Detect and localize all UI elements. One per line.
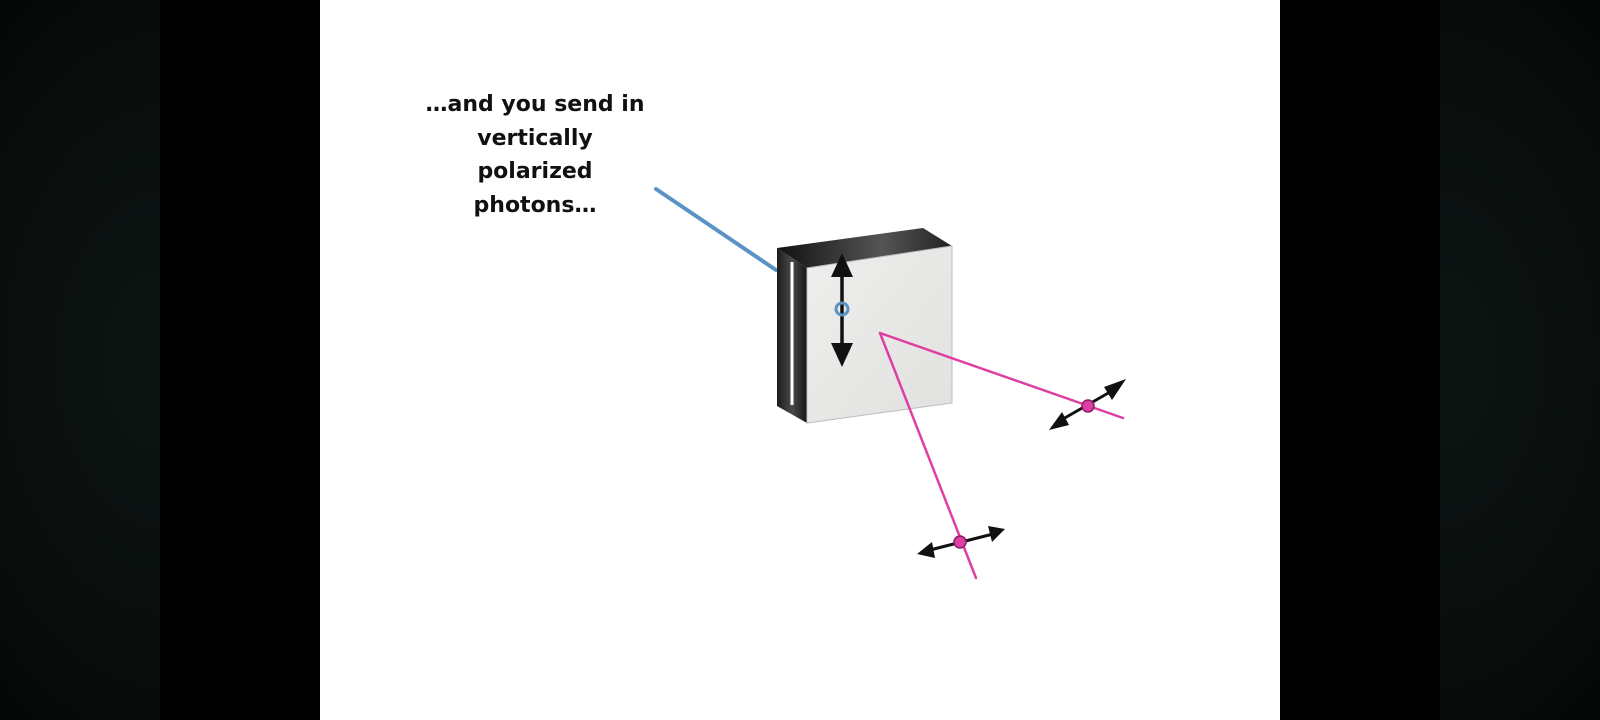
caption-line: vertically — [477, 125, 593, 151]
crystal-block — [777, 228, 953, 424]
diagonal-double-arrow-icon — [917, 526, 1005, 558]
caption-line: polarized — [477, 159, 593, 184]
slide: …and you send in vertically polarized ph… — [320, 0, 1280, 720]
caption-line: photons… — [473, 192, 597, 218]
slide-caption: …and you send in vertically polarized ph… — [410, 88, 660, 222]
incoming-photon-dot — [834, 301, 850, 317]
vertical-double-arrow-icon — [831, 253, 853, 367]
caption-line: …and you send in — [425, 92, 645, 117]
left-backdrop — [0, 0, 160, 720]
diagonal-double-arrow-icon — [1049, 379, 1126, 430]
right-backdrop — [1440, 0, 1600, 720]
polarization-diagram — [654, 187, 1126, 580]
crystal-top — [777, 228, 952, 268]
incoming-beam — [654, 187, 778, 272]
